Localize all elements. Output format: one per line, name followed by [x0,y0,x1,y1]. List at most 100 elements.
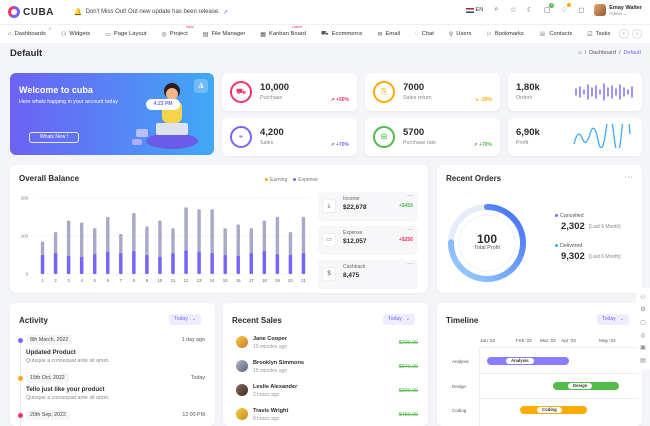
timeline-month: May '22 [599,339,616,344]
nav-ecommerce[interactable]: ⛟ Ecommerce [321,31,363,37]
whats-new-button[interactable]: Whats New ! [29,132,79,143]
cart-icon[interactable]: ▣ [640,345,646,352]
chevron-right-icon[interactable]: › [632,29,642,39]
user-menu[interactable]: Emay Walter Admin ⌄ [594,4,642,16]
nav-dashboards[interactable]: ⌂ Dashboards 2 [8,26,51,37]
nav-tasks[interactable]: ☑ Tasks [587,31,611,38]
bag-icon[interactable]: ▢ 4 [543,3,555,14]
breadcrumb-dashboard[interactable]: Dashboard [589,50,617,56]
mini-change: +$456 [398,203,413,209]
chevron-down-icon: ⌄ [619,316,625,322]
x-tick-label: 14 [210,278,215,283]
project-icon: ◎ [161,31,167,38]
x-tick-label: 4 [80,278,83,283]
more-dots-icon[interactable]: ··· [624,174,633,181]
activity-date: 8th March, 2022 [26,335,73,345]
timeline-filter[interactable]: Today ⌄ [597,314,630,325]
stat-change: ↗ +50% [330,97,349,103]
orders-radial-chart [448,204,526,282]
brand-logo[interactable]: CUBA [8,6,54,18]
nav-users[interactable]: ⚲ Users [448,31,472,38]
timeline-row-label: Coding [452,408,467,413]
nav-email[interactable]: ✉ Email [377,31,401,38]
language-selector[interactable]: EN [465,7,484,13]
nav-kanban[interactable]: ▦ Kanban Board Latest [260,24,307,38]
play-icon[interactable]: ◮ [194,79,208,93]
x-tick-label: 2 [54,278,57,283]
page-title: Default [10,48,43,59]
recent-orders-card: Recent Orders ··· 100 Total Profit Cance… [437,165,642,293]
bar-earning [249,253,253,274]
y-tick-label: 200 [21,195,29,200]
nav-badge: New [186,24,194,29]
activity-title: Updated Product [26,349,76,356]
bar-earning [301,253,306,274]
more-dots-icon[interactable]: ··· [407,193,413,199]
nav-project[interactable]: ◎ Project New [161,24,194,38]
activity-filter[interactable]: Today ⌄ [169,314,202,325]
bar-earning [171,253,175,274]
nav-chat[interactable]: ◌ Chat [415,31,434,37]
stat-value: 10,000 [260,82,290,93]
stat-value: 5700 [403,127,425,138]
chat-icon[interactable]: ◻ [578,7,585,14]
language-label: EN [475,7,484,13]
rate-icon: ⊞ [373,126,395,148]
bell-icon[interactable]: ♢ [560,3,572,14]
more-dots-icon[interactable]: ··· [407,227,413,233]
layout-icon[interactable]: ⚇ [640,294,646,301]
activity-card: Activity Today ⌄ 8th March, 2022 1 day ag… [10,303,215,426]
stat-purchase-rate: ⊞ 5700 Purchase rate ↗ +70% [365,118,500,156]
nav-badge: Latest [291,24,303,29]
sale-name: Leslie Alexander [253,384,298,390]
timeline-card: Timeline Today ⌄ Analysis Design Coding A… [437,303,642,426]
user-icon: ⚲ [448,31,454,38]
nav-page-layout[interactable]: ▭ Page Layout [105,31,147,38]
sales-filter[interactable]: Today ⌄ [383,314,416,325]
nav-scroll: ‹ › [619,29,642,39]
nav-widgets[interactable]: ⚇ Widgets [60,31,91,38]
timeline-month: Jan '22 [480,339,496,344]
cart-icon: ⛟ [321,31,329,37]
download-icon: ⤓ [322,199,336,213]
gear-icon[interactable]: ⚙ [640,307,646,314]
sale-time: 19 minutes ago [253,368,288,374]
chevron-left-icon[interactable]: ‹ [619,29,629,39]
grid-icon[interactable]: ▤ [640,358,646,365]
nav-bookmarks[interactable]: ⚐ Bookmarks [486,31,524,38]
document-icon[interactable]: ▢ [640,320,646,327]
home-icon[interactable]: ⌂ [578,50,582,56]
cancelled-period: [Last 6 Month] [589,224,621,230]
card-icon: ▭ [322,233,336,247]
delivered-label: Delivered [555,243,582,249]
side-toolbar: ⚇ ⚙ ▢ ◎ ▣ ▤ [636,288,650,370]
x-tick-label: 12 [184,278,189,283]
stat-sales-return: ⎘ 7000 Sales return ↘ -20% [365,73,500,111]
delivered-value: 9,302 [561,251,585,262]
welcome-title: Welcome to cuba [19,85,93,95]
nav-contacts[interactable]: ☏ Contacts [538,31,573,38]
search-icon[interactable]: ⌕ [494,6,499,13]
timeline-month: Apr '22 [561,339,577,344]
welcome-card: Welcome to cuba Here whats happing in yo… [10,73,214,155]
logo-icon [8,6,20,18]
star-icon[interactable]: ☆ [510,7,517,14]
bell-icon: 🔔 [73,9,83,16]
moon-icon[interactable]: ☾ [527,7,534,14]
stat-change: ↗ +70% [473,142,492,148]
more-dots-icon[interactable]: ··· [407,261,413,267]
top-bar: CUBA 🔔 Don't Miss Out! Out new update ha… [0,0,650,24]
chart-legend: Earning Expense [265,177,318,183]
card-title: Timeline [446,316,479,325]
nav-file-manager[interactable]: ▤ File Manager [202,31,246,38]
bar-earning [288,254,293,274]
user-name: Emay Walter [609,4,642,11]
us-flag-icon [465,7,474,13]
update-notice[interactable]: 🔔 Don't Miss Out! Out new update has bee… [74,8,228,16]
x-tick-label: 21 [301,278,306,283]
bag-badge: 4 [549,3,555,8]
settings-icon[interactable]: ◎ [640,332,646,339]
x-tick-label: 1 [41,278,44,283]
dollar-icon: $ [322,267,336,281]
activity-desc: Quisque a consequat ante sit amet. [26,358,110,364]
